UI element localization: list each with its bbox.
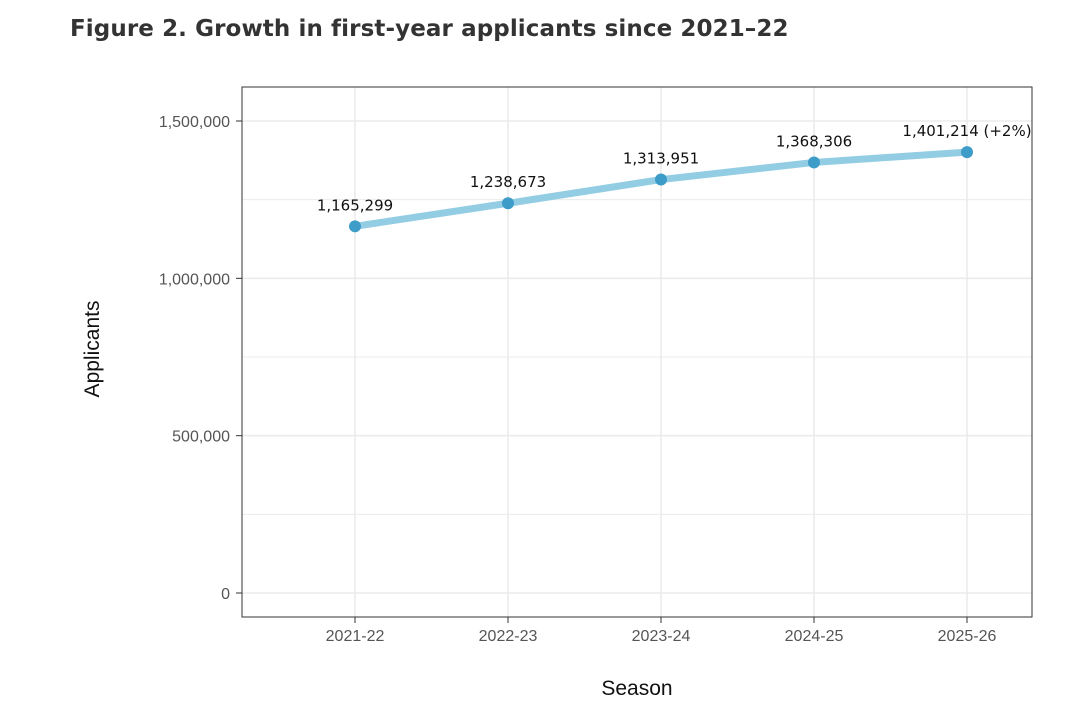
data-label: 1,165,299 xyxy=(317,196,393,214)
x-axis-title: Season xyxy=(601,677,672,700)
data-label: 1,238,673 xyxy=(470,173,546,191)
data-point xyxy=(808,156,820,169)
data-label: 1,401,214 (+2%) xyxy=(902,122,1031,140)
data-point xyxy=(502,197,514,210)
x-tick-label: 2021-22 xyxy=(326,628,385,645)
y-axis-title: Applicants xyxy=(81,301,104,398)
y-tick-label: 1,000,000 xyxy=(159,271,230,288)
labels-layer: 1,165,299 1,238,673 1,313,951 1,368,306 1,40… xyxy=(317,122,1032,214)
data-point xyxy=(961,146,973,159)
x-tick-label: 2025-26 xyxy=(938,628,997,645)
grid-layer xyxy=(242,87,1032,617)
y-tick-label: 1,500,000 xyxy=(159,114,230,131)
y-tick-label: 0 xyxy=(221,586,230,603)
axes-layer: 0 500,000 1,000,000 1,500,000 2021-22 2022-23… xyxy=(159,114,997,645)
series-layer xyxy=(349,146,973,233)
data-point xyxy=(655,173,667,186)
y-tick-label: 500,000 xyxy=(172,429,230,446)
panel-border xyxy=(241,86,1033,618)
data-label: 1,368,306 xyxy=(776,132,852,150)
x-tick-label: 2024-25 xyxy=(785,628,844,645)
data-point xyxy=(349,220,361,233)
x-tick-label: 2022-23 xyxy=(479,628,538,645)
data-label: 1,313,951 xyxy=(623,150,699,168)
figure-title: Figure 2. Growth in first-year applicant… xyxy=(70,16,789,42)
x-tick-label: 2023-24 xyxy=(632,628,691,645)
